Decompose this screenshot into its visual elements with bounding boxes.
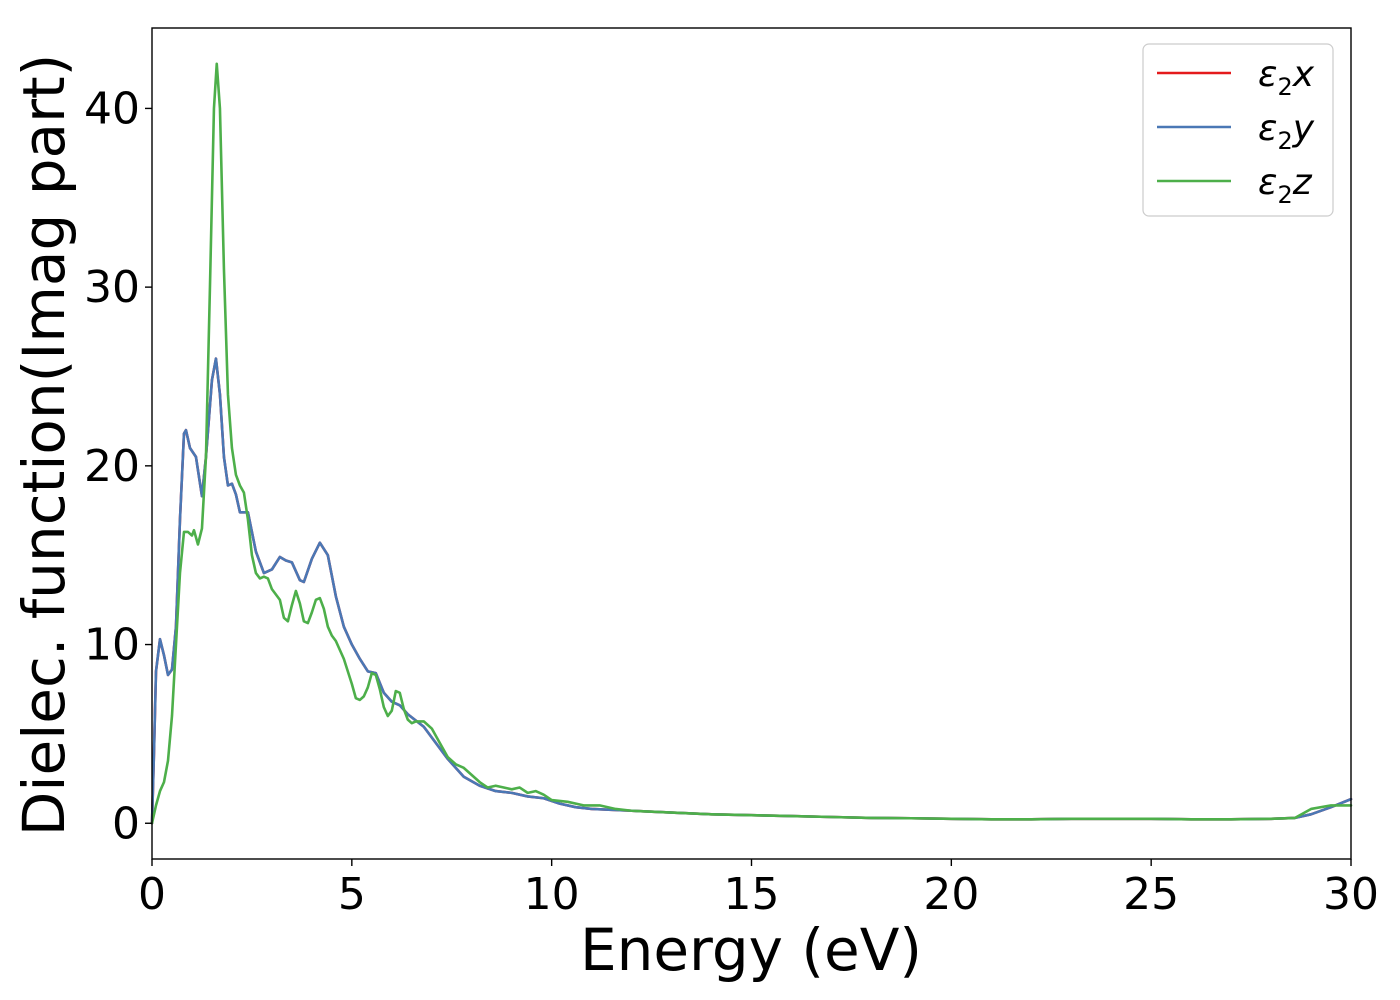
y-tick-label: 30 xyxy=(84,262,140,313)
y-tick-label: 40 xyxy=(84,83,140,134)
x-tick-label: 0 xyxy=(138,869,166,920)
x-axis-ticks: 0 5 10 15 20 25 30 xyxy=(138,859,1379,920)
legend: ε2x ε2y ε2z xyxy=(1142,43,1334,217)
legend-label-x: ε2x xyxy=(1258,54,1315,101)
legend-frame xyxy=(1142,43,1334,217)
x-axis-title: Energy (eV) xyxy=(580,916,922,984)
x-tick-label: 15 xyxy=(724,869,780,920)
y-axis-title: Dielec. function(Imag part) xyxy=(10,54,78,837)
y-tick-label: 0 xyxy=(112,798,140,849)
x-tick-label: 20 xyxy=(923,869,979,920)
legend-label-y: ε2y xyxy=(1258,108,1315,155)
y-axis-ticks: 0 10 20 30 40 xyxy=(84,83,152,849)
x-tick-label: 30 xyxy=(1323,869,1379,920)
x-tick-label: 5 xyxy=(338,869,366,920)
x-tick-label: 25 xyxy=(1123,869,1179,920)
x-tick-label: 10 xyxy=(524,869,580,920)
series-line-z xyxy=(150,62,1353,825)
legend-label-z: ε2z xyxy=(1258,162,1313,209)
y-tick-label: 20 xyxy=(84,441,140,492)
y-tick-label: 10 xyxy=(84,620,140,671)
series-layer xyxy=(150,62,1353,825)
